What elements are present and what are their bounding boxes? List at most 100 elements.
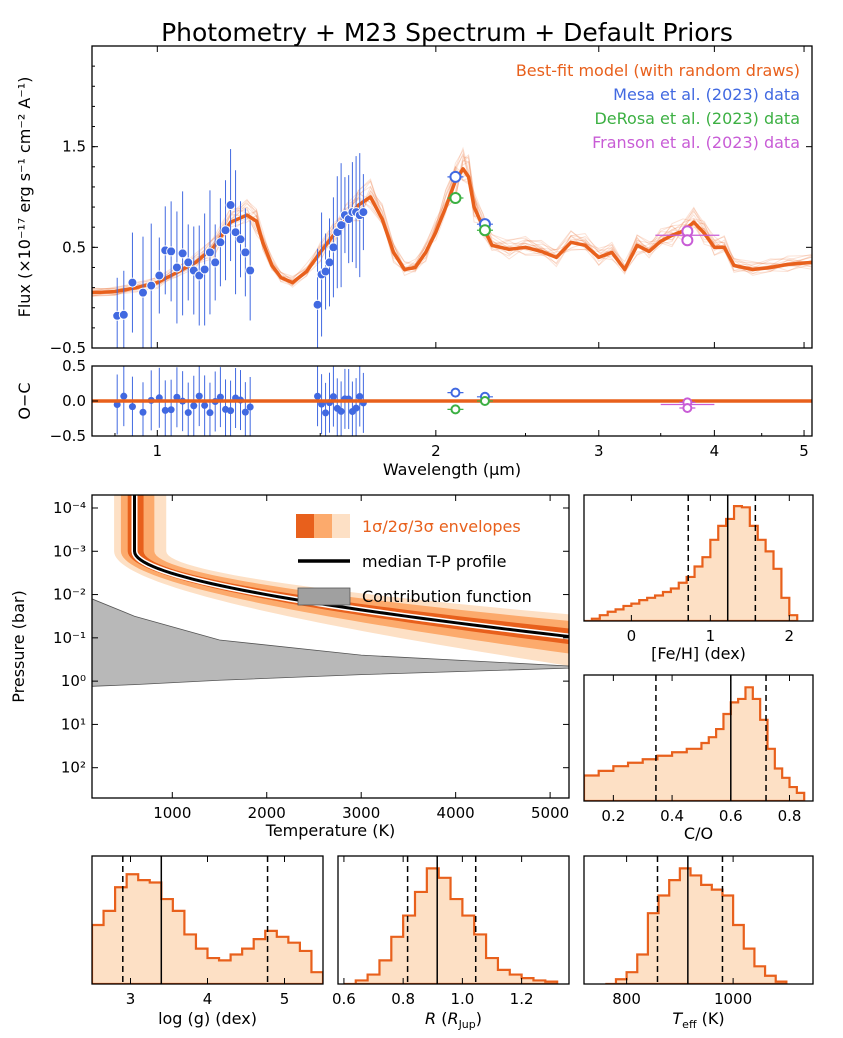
residual-point <box>120 392 128 400</box>
teff-xlabel: Teff (K) <box>672 1009 724 1031</box>
residual-point <box>190 402 198 410</box>
mesa-data-point <box>312 299 323 310</box>
residual-ytick-label: 0.0 <box>62 392 86 410</box>
radius-xlabel: R (RJup) <box>425 1009 482 1031</box>
figure-title: Photometry + M23 Spectrum + Default Prio… <box>161 18 733 47</box>
spectrum-legend-entry: DeRosa et al. (2023) data <box>594 109 800 128</box>
radius-hist-area <box>343 856 559 984</box>
tp-xtick-label: 4000 <box>437 804 475 822</box>
feh-frame <box>583 494 814 622</box>
residual-point <box>352 404 360 412</box>
mesa-data-point <box>235 234 246 245</box>
tp-xtick-label: 5000 <box>531 804 569 822</box>
mesa-data-point <box>225 200 236 211</box>
spectrum-legend-entry: Mesa et al. (2023) data <box>613 85 800 104</box>
feh-xtick-label: 0 <box>627 627 637 645</box>
residual-point <box>241 408 249 416</box>
tp-xtick-label: 1000 <box>153 804 191 822</box>
residual-photometry-point <box>450 387 461 398</box>
mesa-data-point <box>127 277 138 288</box>
mesa-data-point <box>177 248 188 259</box>
residual-point <box>173 393 181 401</box>
co-xtick-label: 0.6 <box>719 807 743 825</box>
tp-ylabel: Pressure (bar) <box>9 590 28 702</box>
radius-xtick-label: 0.6 <box>332 990 356 1008</box>
mesa-data-point <box>166 246 177 257</box>
residual-point <box>195 392 203 400</box>
radius-xtick-label: 0.8 <box>391 990 415 1008</box>
co-frame <box>583 674 814 802</box>
residual-point <box>128 403 136 411</box>
franson-data-point <box>681 234 694 247</box>
model-draw-line <box>92 153 812 291</box>
x-tick-label: 3 <box>594 442 604 460</box>
logg-hist-area <box>92 856 323 984</box>
logg-xtick-label: 4 <box>203 990 213 1008</box>
spectrum-frame <box>91 45 813 349</box>
residual-point <box>206 409 214 417</box>
residual-point <box>246 403 254 411</box>
tp-ytick-label: 10² <box>61 759 86 777</box>
mesa-photometry-point <box>449 170 462 183</box>
model-draw-line <box>92 152 812 294</box>
x-tick-label: 1 <box>153 442 163 460</box>
tp-xtick-label: 2000 <box>248 804 286 822</box>
residual-point <box>337 407 345 415</box>
mesa-data-point <box>358 207 369 218</box>
mesa-data-point <box>171 262 182 273</box>
tp-xlabel: Temperature (K) <box>265 821 395 840</box>
tp-plot-area <box>92 495 569 687</box>
residual-photometry-point <box>450 404 461 415</box>
mesa-data-point <box>245 265 256 276</box>
spectrum-ylabel: Flux (×10⁻¹⁷ erg s⁻¹ cm⁻² A⁻¹) <box>15 77 34 318</box>
co-xlabel: C/O <box>684 824 713 843</box>
legend-swatch-1sigma <box>296 514 314 538</box>
tp-ytick-label: 10¹ <box>61 715 86 733</box>
radius-xtick-label: 1.2 <box>510 990 534 1008</box>
spectrum-legend-entry: Franson et al. (2023) data <box>592 133 800 152</box>
residual-ylabel: O−C <box>15 382 34 419</box>
y-tick-label: 0.5 <box>62 238 86 256</box>
mesa-data-point <box>137 287 148 298</box>
teff-xtick-label: 800 <box>612 990 641 1008</box>
mesa-data-point <box>324 257 335 268</box>
mesa-data-point <box>154 270 165 281</box>
y-tick-label: −0.5 <box>50 339 86 357</box>
legend-swatch-3sigma <box>332 514 350 538</box>
tp-ytick-label: 10⁻² <box>53 586 86 604</box>
co-xtick-label: 0.4 <box>660 807 684 825</box>
logg-xtick-label: 5 <box>280 990 290 1008</box>
residual-point <box>356 393 364 401</box>
model-draw-line <box>92 149 812 292</box>
tp-ytick-label: 10⁻⁴ <box>53 499 86 517</box>
residual-point <box>184 409 192 417</box>
tp-ytick-label: 10⁻¹ <box>53 629 86 647</box>
teff-hist-area <box>605 856 788 984</box>
residual-point <box>139 408 147 416</box>
mesa-data-point <box>336 220 347 231</box>
residual-photometry-point <box>479 396 490 406</box>
contribution-function-area <box>92 598 569 687</box>
mesa-data-point <box>210 257 221 268</box>
mesa-data-point <box>220 225 231 236</box>
legend-swatch-contribution <box>297 587 351 606</box>
feh-xtick-label: 1 <box>706 627 716 645</box>
radius-frame <box>337 855 570 985</box>
tp-legend-entry: median T-P profile <box>362 552 506 571</box>
x-tick-label: 4 <box>710 442 720 460</box>
spectrum-legend-entry: Best-fit model (with random draws) <box>516 61 800 80</box>
residual-ytick-label: 0.5 <box>62 357 86 375</box>
mesa-data-point <box>240 247 251 258</box>
logg-xlabel: log (g) (dex) <box>158 1009 257 1028</box>
tp-ytick-label: 10⁻³ <box>53 542 86 560</box>
derosa-data-point <box>478 224 491 237</box>
logg-xtick-label: 3 <box>126 990 136 1008</box>
residual-point <box>322 409 330 417</box>
residual-point <box>201 401 209 409</box>
mesa-data-point <box>204 247 215 258</box>
tp-legend-entry: Contribution function <box>362 587 532 606</box>
teff-frame <box>583 855 814 985</box>
derosa-data-point <box>449 192 462 205</box>
residual-point <box>216 393 224 401</box>
